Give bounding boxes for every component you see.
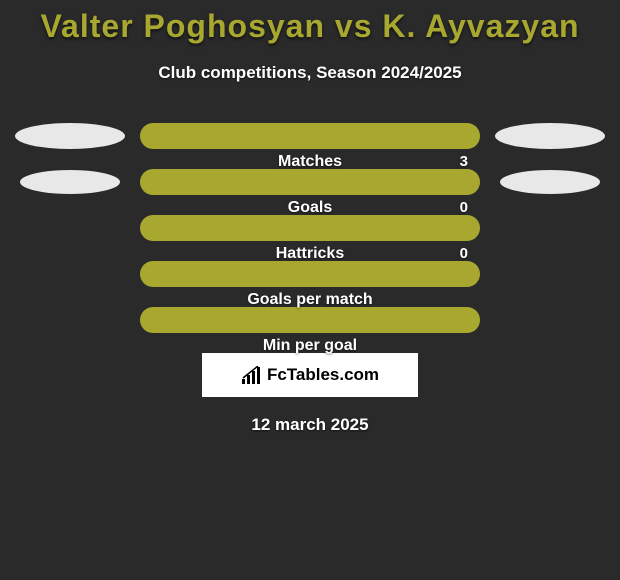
bubble-icon xyxy=(20,170,120,194)
date-text: 12 march 2025 xyxy=(10,415,610,435)
logo-box[interactable]: FcTables.com xyxy=(202,353,418,397)
left-bubble xyxy=(15,169,125,195)
right-bubble xyxy=(495,169,605,195)
page-title: Valter Poghosyan vs K. Ayvazyan xyxy=(10,0,610,45)
stat-label: Min per goal xyxy=(140,333,480,359)
logo-text: FcTables.com xyxy=(267,365,379,385)
comparison-card: Valter Poghosyan vs K. Ayvazyan Club com… xyxy=(0,0,620,435)
left-bubble xyxy=(15,123,125,149)
stat-label: Hattricks xyxy=(140,241,480,267)
stat-label: Goals xyxy=(140,195,480,221)
right-bubble-empty xyxy=(495,215,605,241)
stat-row: Matches 3 xyxy=(10,123,610,149)
logo-bars-icon xyxy=(241,366,263,384)
left-bubble-empty xyxy=(15,215,125,241)
right-bubble-empty xyxy=(495,261,605,287)
stat-label: Matches xyxy=(140,149,480,175)
stats-list: Matches 3 Goals 0 Hattri xyxy=(10,123,610,333)
stat-value: 0 xyxy=(460,195,468,221)
left-bubble-empty xyxy=(15,307,125,333)
bubble-icon xyxy=(15,123,125,149)
right-bubble xyxy=(495,123,605,149)
subtitle: Club competitions, Season 2024/2025 xyxy=(10,63,610,83)
right-bubble-empty xyxy=(495,307,605,333)
bubble-icon xyxy=(495,123,605,149)
stat-label: Goals per match xyxy=(140,287,480,313)
stat-value: 0 xyxy=(460,241,468,267)
stat-bar: Matches 3 xyxy=(140,123,480,149)
bar-bg xyxy=(140,123,480,149)
logo: FcTables.com xyxy=(241,365,379,385)
stat-value: 3 xyxy=(460,149,468,175)
left-bubble-empty xyxy=(15,261,125,287)
bubble-icon xyxy=(500,170,600,194)
